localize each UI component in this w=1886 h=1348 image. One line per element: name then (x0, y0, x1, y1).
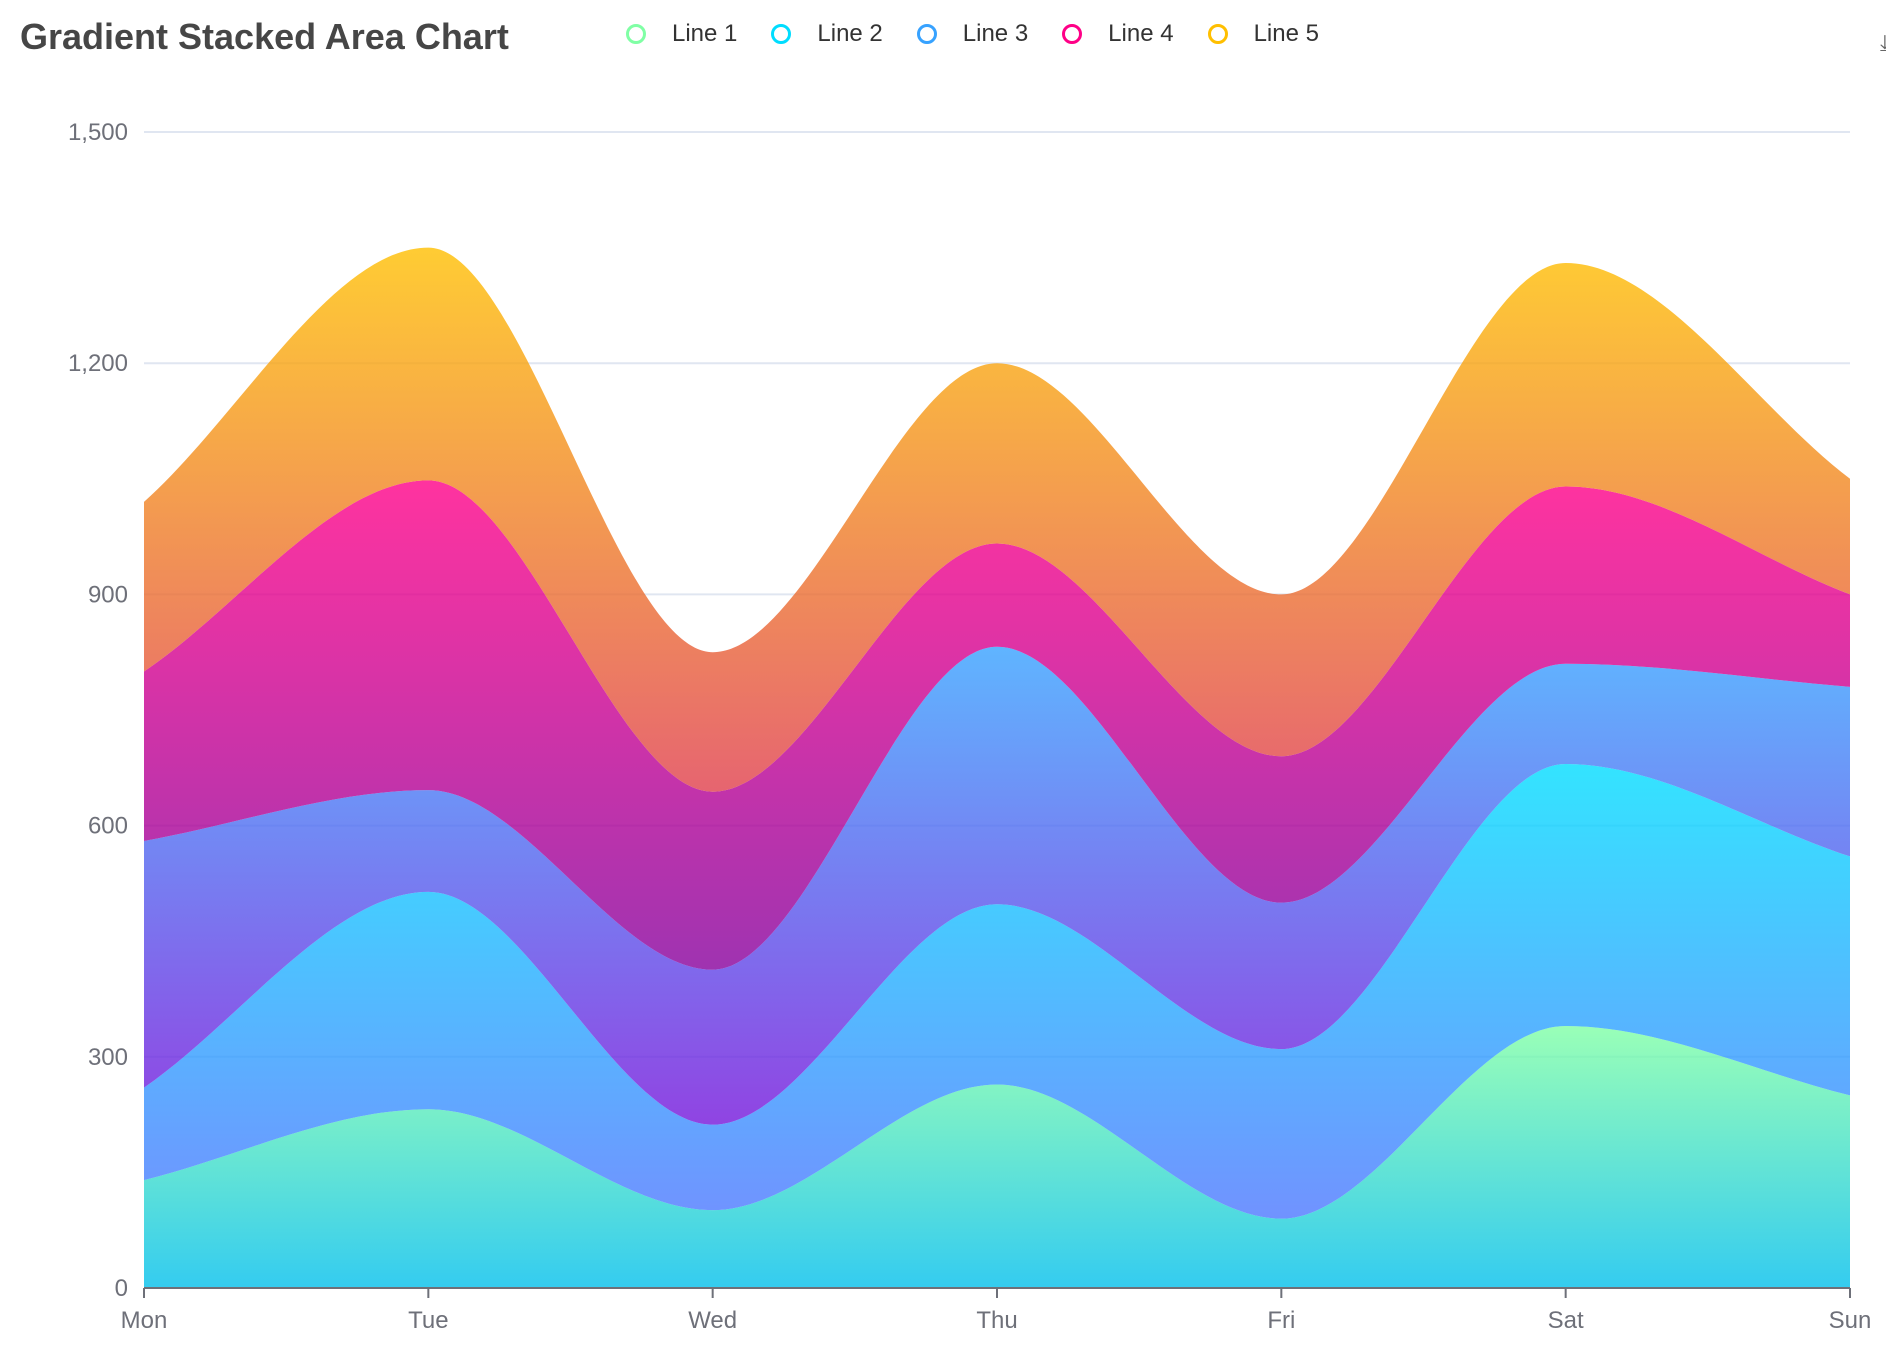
area-series (144, 247, 1850, 1288)
x-tick-label: Sun (1829, 1307, 1872, 1334)
legend-label: Line 1 (672, 20, 738, 47)
y-tick-label: 1,500 (68, 119, 128, 146)
area-series-3 (144, 646, 1850, 1125)
legend-marker-icon (771, 24, 792, 44)
x-tick-label: Tue (408, 1307, 448, 1334)
legend-marker-icon (1062, 24, 1083, 44)
area-series-4 (144, 480, 1850, 970)
legend-item-5[interactable]: Line 5 (1207, 20, 1319, 48)
x-tick-label: Thu (976, 1307, 1017, 1334)
legend-label: Line 2 (817, 20, 883, 47)
legend-label: Line 3 (962, 20, 1029, 47)
legend-item-4[interactable]: Line 4 (1062, 20, 1174, 48)
axes: 0 300 600 900 1,200 1,500 Mon Tue Wed Thu Fri Sat Su… (68, 119, 1871, 1334)
y-tick-label: 600 (88, 813, 128, 840)
legend-marker-icon (626, 24, 646, 44)
x-tick-label: Fri (1267, 1307, 1295, 1334)
legend-label: Line 4 (1108, 20, 1174, 47)
y-tick-label: 0 (115, 1275, 128, 1302)
legend-item-1[interactable]: Line 1 (626, 20, 737, 48)
area-series-2 (144, 763, 1850, 1219)
chart-title: Gradient Stacked Area Chart (20, 16, 509, 57)
x-tick-label: Sat (1548, 1307, 1584, 1334)
legend-item-3[interactable]: Line 3 (916, 20, 1029, 48)
y-tick-label: 1,200 (68, 350, 128, 377)
area-series-5 (144, 247, 1850, 792)
legend: Line 1 Line 2 Line 3 Line 4 Line 5 (626, 20, 1353, 48)
legend-item-2[interactable]: Line 2 (771, 20, 883, 48)
legend-label: Line 5 (1253, 20, 1319, 47)
legend-marker-icon (1207, 24, 1228, 44)
toolbox-icon[interactable]: ⤓ (1880, 30, 1886, 55)
x-tick-label: Wed (688, 1307, 737, 1334)
area-series-1 (144, 1025, 1850, 1288)
y-tick-label: 300 (88, 1044, 128, 1071)
legend-marker-icon (916, 24, 937, 44)
x-tick-label: Mon (121, 1307, 168, 1334)
y-tick-label: 900 (88, 581, 128, 608)
